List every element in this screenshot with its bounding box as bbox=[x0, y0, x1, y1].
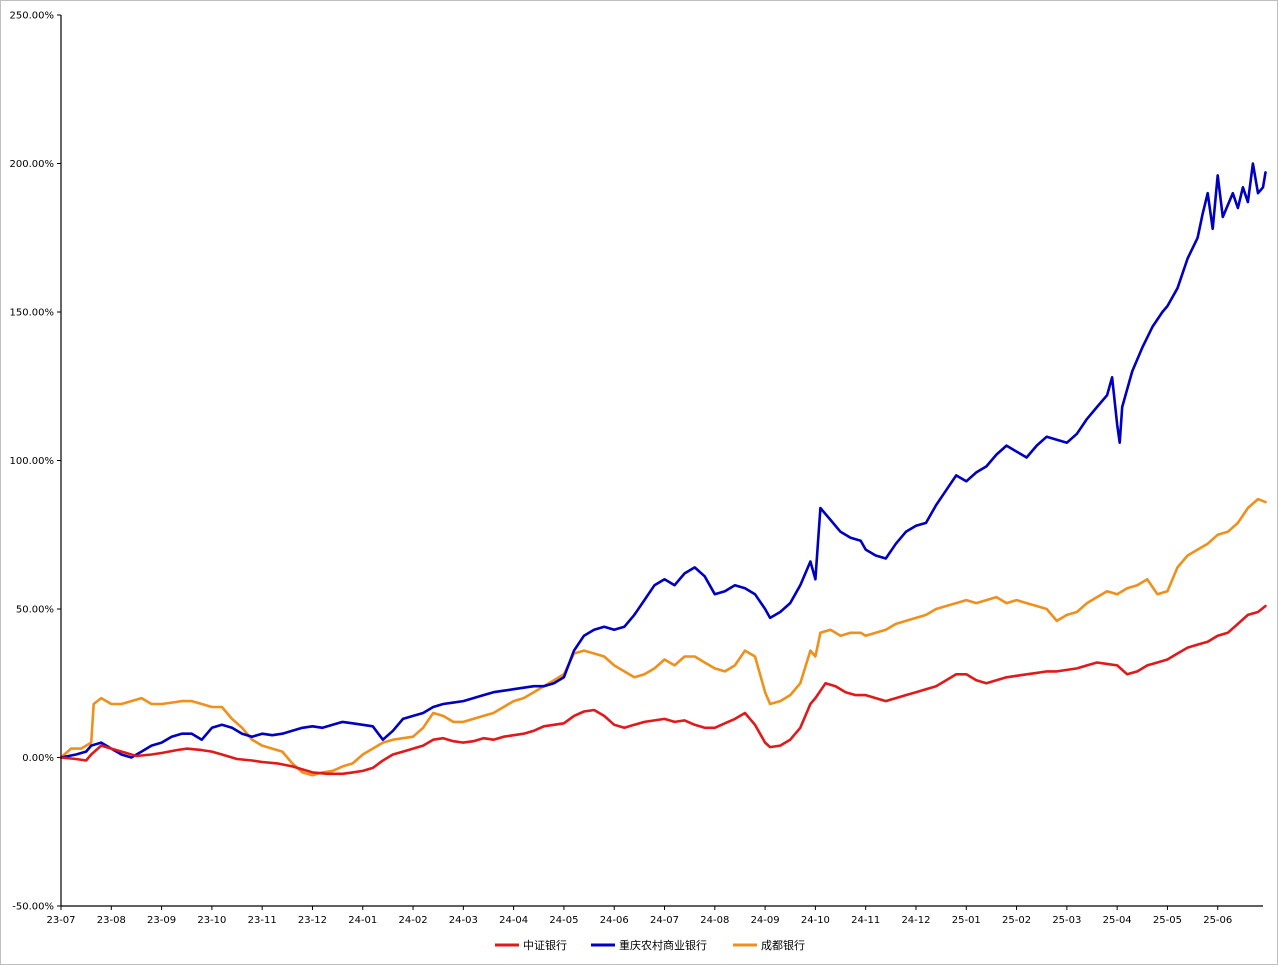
x-tick-label: 24-04 bbox=[499, 915, 528, 926]
legend-label: 重庆农村商业银行 bbox=[619, 938, 707, 952]
x-tick-label: 23-10 bbox=[197, 915, 226, 926]
legend: 中证银行 重庆农村商业银行 成都银行 bbox=[495, 938, 805, 952]
x-tick-label: 24-10 bbox=[801, 915, 830, 926]
y-tick-label: -50.00% bbox=[12, 902, 54, 913]
x-tick-label: 24-01 bbox=[348, 915, 377, 926]
x-tick-label: 24-05 bbox=[549, 915, 578, 926]
series-lines bbox=[59, 162, 1267, 777]
x-tick-label: 25-01 bbox=[952, 915, 981, 926]
x-tick-label: 24-02 bbox=[399, 915, 428, 926]
series-line bbox=[59, 497, 1267, 777]
x-tick-label: 24-12 bbox=[901, 915, 930, 926]
x-tick-label: 23-12 bbox=[298, 915, 327, 926]
x-tick-label: 24-03 bbox=[449, 915, 478, 926]
y-tick-label: 0.00% bbox=[22, 753, 54, 764]
x-tick-label: 23-08 bbox=[97, 915, 126, 926]
x-tick-label: 24-08 bbox=[700, 915, 729, 926]
x-tick-label: 24-06 bbox=[600, 915, 629, 926]
y-tick-label: 100.00% bbox=[10, 456, 55, 467]
x-tick-label: 25-06 bbox=[1203, 915, 1232, 926]
x-tick-label: 24-07 bbox=[650, 915, 679, 926]
x-tick-label: 23-11 bbox=[248, 915, 277, 926]
x-tick-label: 24-11 bbox=[851, 915, 880, 926]
legend-label: 中证银行 bbox=[523, 938, 567, 952]
x-axis-ticks: 23-07 23-08 23-09 23-10 23-11 23-12 24-01 24-02… bbox=[46, 906, 1232, 926]
y-tick-label: 250.00% bbox=[10, 11, 55, 22]
x-tick-label: 23-07 bbox=[46, 915, 75, 926]
x-tick-label: 24-09 bbox=[751, 915, 780, 926]
y-tick-label: 50.00% bbox=[16, 605, 54, 616]
legend-label: 成都银行 bbox=[761, 938, 805, 952]
series-line bbox=[59, 162, 1267, 759]
x-tick-label: 25-03 bbox=[1052, 915, 1081, 926]
y-tick-label: 150.00% bbox=[10, 308, 55, 319]
y-axis-ticks: -50.00% 0.00% 50.00% 100.00% 150.00% 200.00% 2… bbox=[10, 11, 61, 913]
x-tick-label: 25-05 bbox=[1153, 915, 1182, 926]
x-tick-label: 25-02 bbox=[1002, 915, 1031, 926]
series-line bbox=[59, 604, 1267, 776]
x-tick-label: 25-04 bbox=[1103, 915, 1132, 926]
y-tick-label: 200.00% bbox=[10, 159, 55, 170]
x-tick-label: 23-09 bbox=[147, 915, 176, 926]
